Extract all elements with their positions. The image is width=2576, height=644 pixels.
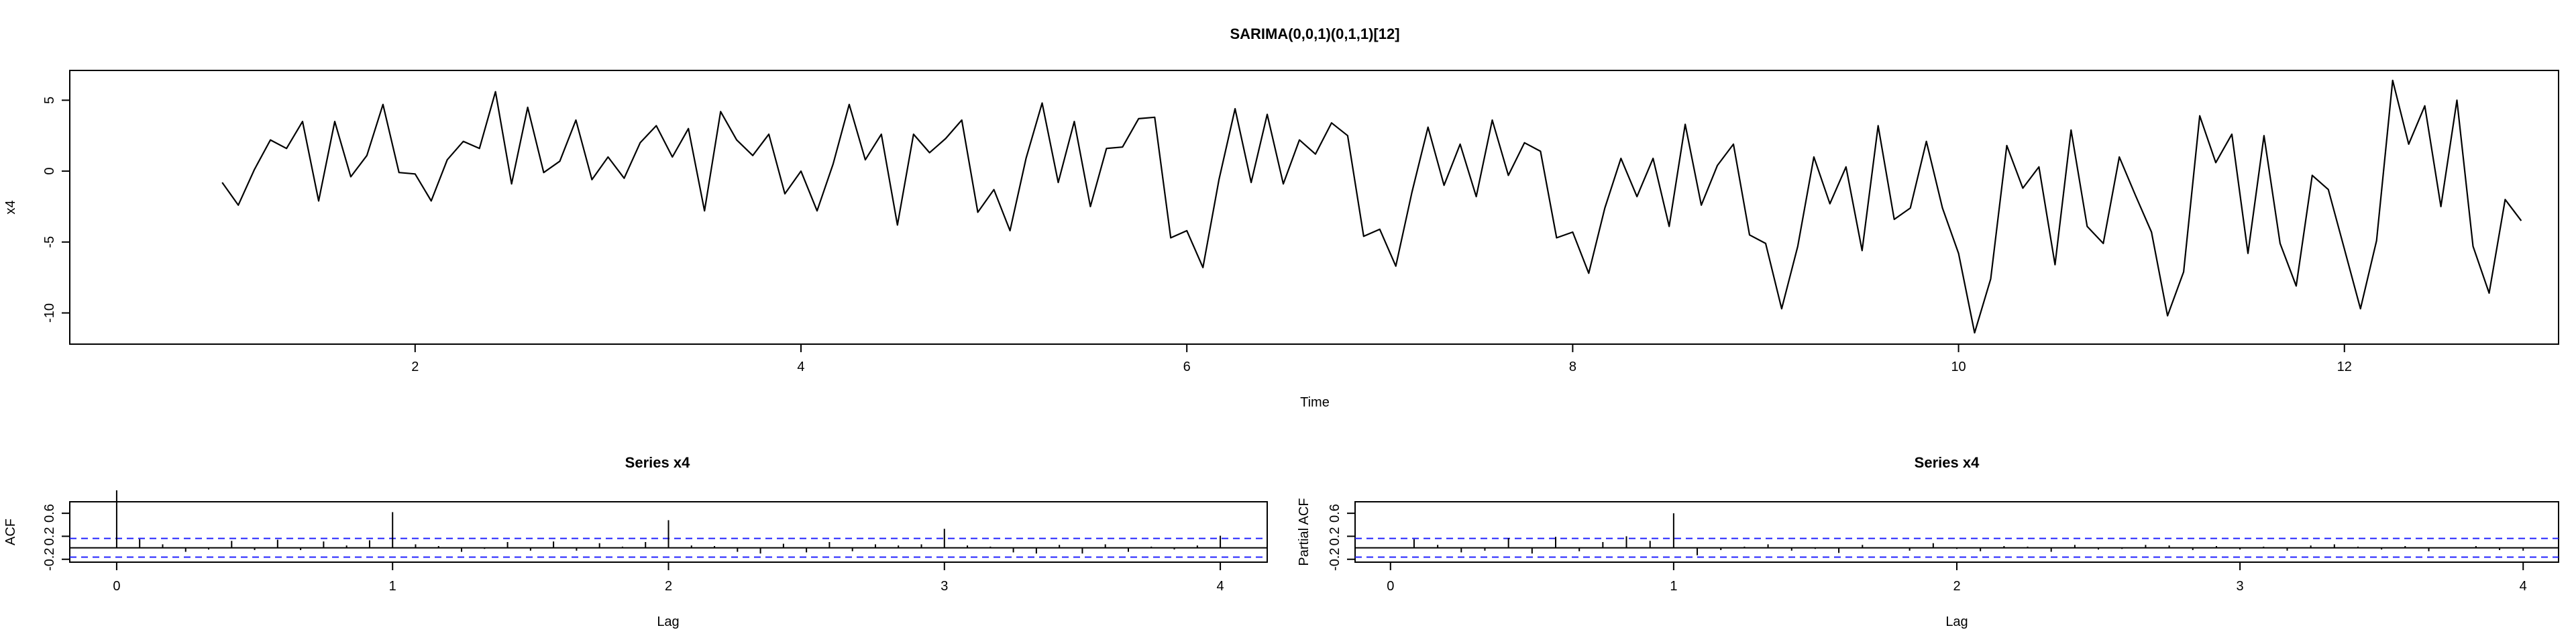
time-series-title: SARIMA(0,0,1)(0,1,1)[12]	[1230, 25, 1399, 42]
pacf-x-tick-label: 4	[2520, 579, 2527, 594]
time-series-plot-frame	[69, 70, 2559, 345]
pacf-x-ticks: 0 1 2 3 4	[1387, 562, 2527, 594]
time-series-x-tick-label: 6	[1183, 360, 1191, 374]
pacf-y-ticks: -0.20.2 0.6	[1328, 504, 1355, 571]
pacf-y-tick-label: 0.2	[1328, 527, 1342, 546]
acf-y-tick-label: 0.2	[42, 527, 57, 546]
pacf-x-tick-label: 2	[1953, 579, 1960, 594]
pacf-x-tick-label: 1	[1670, 579, 1677, 594]
acf-y-axis-label: ACF	[3, 519, 18, 545]
acf-panel: Series x4 Lag ACF 0 1 2 3 4 -0.20.2 0.6	[3, 454, 1268, 629]
time-series-x-tick-label: 10	[1951, 360, 1966, 374]
pacf-x-tick-label: 0	[1387, 579, 1394, 594]
time-series-x-tick-label: 4	[797, 360, 804, 374]
pacf-y-tick-label: -0.2	[1328, 547, 1342, 570]
pacf-plot-frame	[1354, 501, 2559, 563]
time-series-y-tick-label: 5	[42, 97, 57, 104]
pacf-x-axis-label: Lag	[1945, 614, 1968, 629]
pacf-panel: Series x4 Lag Partial ACF 0 1 2 3 4 -0.20.2 0…	[1297, 454, 2559, 629]
time-series-y-axis-label: x4	[3, 200, 18, 214]
time-series-x-ticks: 2 4 6 8 10 12	[411, 344, 2352, 374]
acf-x-axis-label: Lag	[657, 614, 679, 629]
time-series-x-tick-label: 8	[1569, 360, 1576, 374]
time-series-panel: SARIMA(0,0,1)(0,1,1)[12] Time x4 2 4 6 8 10 1…	[3, 25, 2559, 410]
acf-y-ticks: -0.20.2 0.6	[42, 504, 70, 571]
acf-y-tick-label: 0.6	[42, 504, 57, 523]
acf-x-tick-label: 1	[389, 579, 396, 594]
acf-x-tick-label: 4	[1217, 579, 1224, 594]
time-series-x-tick-label: 2	[411, 360, 419, 374]
time-series-y-tick-label: -5	[42, 236, 57, 248]
pacf-y-axis-label: Partial ACF	[1297, 498, 1311, 566]
acf-title: Series x4	[625, 454, 690, 471]
time-series-x-tick-label: 12	[2337, 360, 2352, 374]
time-series-y-tick-label: -10	[42, 303, 57, 323]
acf-y-tick-label: -0.2	[42, 547, 57, 570]
acf-bars	[70, 490, 1267, 558]
acf-x-tick-label: 3	[941, 579, 948, 594]
time-series-y-ticks: 5 0 -5 -10	[42, 97, 70, 323]
acf-x-tick-label: 0	[113, 579, 120, 594]
pacf-y-tick-label: 0.6	[1328, 504, 1342, 523]
pacf-title: Series x4	[1915, 454, 1980, 471]
acf-x-tick-label: 2	[665, 579, 672, 594]
time-series-y-tick-label: 0	[42, 168, 57, 175]
time-series-x-axis-label: Time	[1300, 395, 1330, 410]
acf-x-ticks: 0 1 2 3 4	[113, 562, 1224, 594]
pacf-x-tick-label: 3	[2237, 579, 2244, 594]
time-series-line	[221, 79, 2522, 334]
pacf-bars	[1355, 513, 2559, 558]
